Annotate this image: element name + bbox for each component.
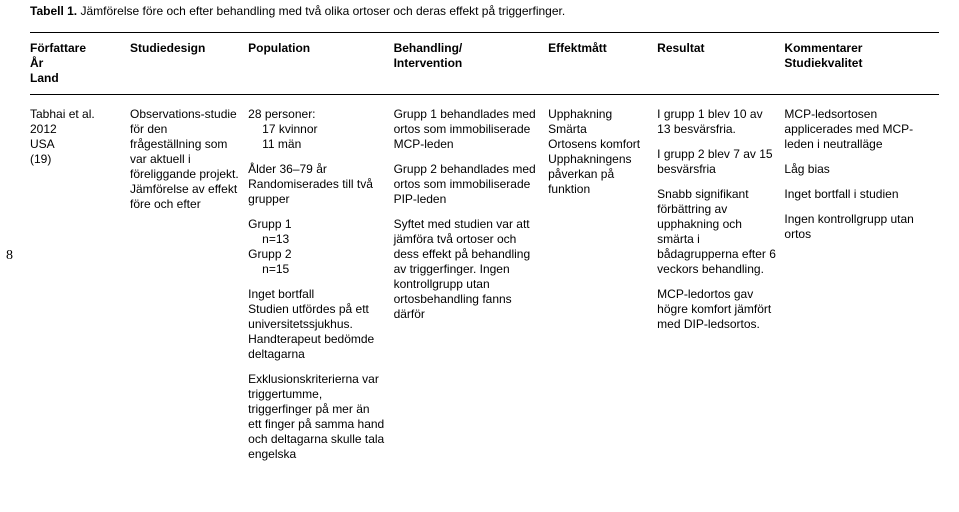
cell-comments: MCP-ledsortosen applicerades med MCP-led… xyxy=(784,95,939,467)
pop-p6: Exklusionskriterierna var triggertumme, … xyxy=(248,372,385,462)
th-result: Resultat xyxy=(657,33,784,95)
res-p4: MCP-ledortos gav högre komfort jämfört m… xyxy=(657,287,776,332)
table-header-row: FörfattareÅrLand Studiedesign Population… xyxy=(30,33,939,95)
pop-g2: Grupp 2 xyxy=(248,247,291,261)
int-p3: Syftet med studien var att jämföra två o… xyxy=(394,217,541,322)
pop-p5: Inget bortfallStudien utfördes på ett un… xyxy=(248,287,385,362)
res-p2: I grupp 2 blev 7 av 15 besvärsfria xyxy=(657,147,776,177)
int-p1: Grupp 1 behandlades med ortos som immobi… xyxy=(394,107,541,152)
caption-bold: Tabell 1. xyxy=(30,4,77,18)
pop-lead: 28 personer: xyxy=(248,107,315,121)
cell-author: Tabhai et al.2012USA(19) xyxy=(30,95,130,467)
th-intervention: Behandling/Intervention xyxy=(394,33,549,95)
cell-design: Observations-studie för den frågeställni… xyxy=(130,95,248,467)
pop-g1n: n=13 xyxy=(248,232,385,247)
th-outcome: Effektmått xyxy=(548,33,657,95)
cell-result: I grupp 1 blev 10 av 13 besvärsfria. I g… xyxy=(657,95,784,467)
th-design: Studiedesign xyxy=(130,33,248,95)
com-p1: MCP-ledsortosen applicerades med MCP-led… xyxy=(784,107,931,152)
table-row: Tabhai et al.2012USA(19) Observations-st… xyxy=(30,95,939,467)
table-caption: Tabell 1. Jämförelse före och efter beha… xyxy=(30,4,939,18)
com-p2: Låg bias xyxy=(784,162,931,177)
res-p3: Snabb signifikant förbättring av upphakn… xyxy=(657,187,776,277)
caption-text: Jämförelse före och efter behandling med… xyxy=(77,4,565,18)
res-p1: I grupp 1 blev 10 av 13 besvärsfria. xyxy=(657,107,776,137)
results-table: FörfattareÅrLand Studiedesign Population… xyxy=(30,32,939,466)
cell-outcome: UpphakningSmärtaOrtosens komfortUpphakni… xyxy=(548,95,657,467)
cell-population: 28 personer: 17 kvinnor11 män Ålder 36–7… xyxy=(248,95,393,467)
pop-indent1: 17 kvinnor11 män xyxy=(248,122,385,152)
th-comments: KommentarerStudiekvalitet xyxy=(784,33,939,95)
th-population: Population xyxy=(248,33,393,95)
pop-g1: Grupp 1 xyxy=(248,217,291,231)
pop-g2n: n=15 xyxy=(248,262,385,277)
page-number: 8 xyxy=(6,248,13,264)
com-p3: Inget bortfall i studien xyxy=(784,187,931,202)
com-p4: Ingen kontrollgrupp utan ortos xyxy=(784,212,931,242)
th-author: FörfattareÅrLand xyxy=(30,33,130,95)
cell-intervention: Grupp 1 behandlades med ortos som immobi… xyxy=(394,95,549,467)
pop-p2: Ålder 36–79 årRandomiserades till två gr… xyxy=(248,162,385,207)
int-p2: Grupp 2 behandlades med ortos som immobi… xyxy=(394,162,541,207)
